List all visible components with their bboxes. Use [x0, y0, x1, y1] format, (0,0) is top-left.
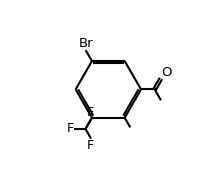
Text: F: F: [87, 106, 94, 119]
Text: F: F: [87, 139, 94, 152]
Text: Br: Br: [79, 37, 93, 50]
Text: F: F: [67, 122, 74, 135]
Text: O: O: [161, 65, 172, 79]
